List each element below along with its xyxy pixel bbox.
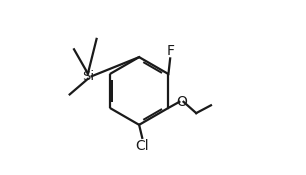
Text: Cl: Cl [136, 139, 149, 153]
Text: O: O [176, 95, 187, 109]
Text: F: F [166, 44, 174, 58]
Text: Si: Si [82, 70, 94, 83]
